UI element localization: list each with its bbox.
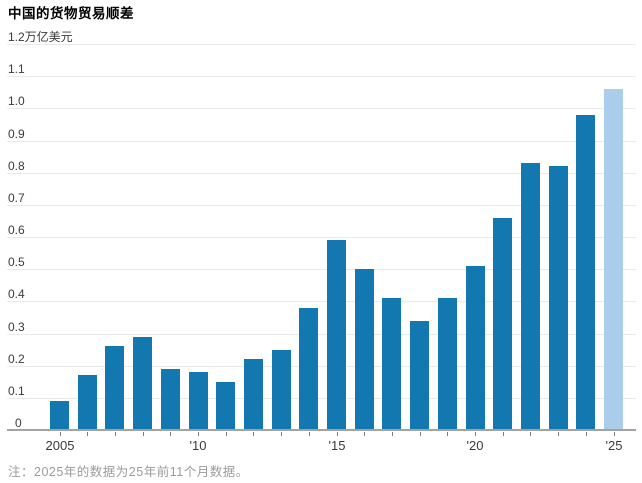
x-axis-tick bbox=[586, 432, 587, 436]
bar-2007 bbox=[105, 346, 124, 430]
y-axis-label: 0.5 bbox=[8, 255, 28, 269]
gridline bbox=[7, 398, 636, 399]
gridline bbox=[7, 301, 636, 302]
x-axis-tick bbox=[614, 432, 615, 436]
gridline bbox=[7, 141, 636, 142]
bar-2024 bbox=[576, 115, 595, 430]
x-axis-tick bbox=[447, 432, 448, 436]
y-axis-label: 1.0 bbox=[8, 94, 28, 108]
x-axis-label: '15 bbox=[328, 438, 346, 453]
x-axis-tick bbox=[115, 432, 116, 436]
x-axis-tick bbox=[392, 432, 393, 436]
x-axis-tick bbox=[530, 432, 531, 436]
y-axis-label: 0.3 bbox=[8, 320, 28, 334]
bar-2021 bbox=[493, 218, 512, 430]
bar-2011 bbox=[216, 382, 235, 430]
y-axis-label: 0 bbox=[15, 416, 25, 430]
gridline bbox=[7, 173, 636, 174]
x-axis-label: '10 bbox=[189, 438, 207, 453]
bar-2006 bbox=[78, 375, 97, 430]
bar-2008 bbox=[133, 337, 152, 430]
gridline bbox=[7, 205, 636, 206]
bar-2018 bbox=[410, 321, 429, 430]
x-axis-tick bbox=[253, 432, 254, 436]
y-axis-label: 0.6 bbox=[8, 223, 28, 237]
bar-2014 bbox=[299, 308, 318, 430]
y-axis-label: 0.7 bbox=[8, 191, 28, 205]
x-axis-tick bbox=[503, 432, 504, 436]
y-axis-label: 0.2 bbox=[8, 352, 28, 366]
bar-2022 bbox=[521, 163, 540, 430]
y-axis-label: 0.9 bbox=[8, 127, 28, 141]
y-axis-label: 0.1 bbox=[8, 384, 28, 398]
x-axis-tick bbox=[420, 432, 421, 436]
bar-2016 bbox=[355, 269, 374, 430]
footnote: 注：2025年的数据为25年前11个月数据。 bbox=[8, 465, 249, 479]
x-axis-tick bbox=[60, 432, 61, 436]
bar-2013 bbox=[272, 350, 291, 430]
y-axis-label: 1.2万亿美元 bbox=[8, 30, 76, 44]
gridline bbox=[7, 108, 636, 109]
x-axis-tick bbox=[364, 432, 365, 436]
gridline bbox=[7, 366, 636, 367]
gridline bbox=[7, 44, 636, 45]
bar-2023 bbox=[549, 166, 568, 430]
y-axis-label: 0.4 bbox=[8, 287, 28, 301]
x-axis-tick bbox=[281, 432, 282, 436]
gridline bbox=[7, 237, 636, 238]
gridline bbox=[7, 269, 636, 270]
x-axis-line bbox=[7, 429, 636, 431]
x-axis-tick bbox=[87, 432, 88, 436]
x-axis-label: 2005 bbox=[45, 438, 75, 453]
x-axis-label: '20 bbox=[466, 438, 484, 453]
x-axis-tick bbox=[558, 432, 559, 436]
x-axis-tick bbox=[309, 432, 310, 436]
chart-title: 中国的货物贸易顺差 bbox=[8, 6, 134, 21]
bar-2019 bbox=[438, 298, 457, 430]
x-axis-tick bbox=[475, 432, 476, 436]
x-axis-tick bbox=[143, 432, 144, 436]
bar-2015 bbox=[327, 240, 346, 430]
bar-2025 bbox=[604, 89, 623, 430]
x-axis-tick bbox=[198, 432, 199, 436]
x-axis-tick bbox=[337, 432, 338, 436]
bar-2005 bbox=[50, 401, 69, 430]
x-axis-tick bbox=[226, 432, 227, 436]
x-axis-label: '25 bbox=[605, 438, 623, 453]
bar-2012 bbox=[244, 359, 263, 430]
bar-2009 bbox=[161, 369, 180, 430]
bar-2010 bbox=[189, 372, 208, 430]
y-axis-label: 0.8 bbox=[8, 159, 28, 173]
gridline bbox=[7, 76, 636, 77]
bar-2020 bbox=[466, 266, 485, 430]
x-axis-tick bbox=[170, 432, 171, 436]
gridline bbox=[7, 334, 636, 335]
bar-2017 bbox=[382, 298, 401, 430]
y-axis-label: 1.1 bbox=[8, 62, 28, 76]
